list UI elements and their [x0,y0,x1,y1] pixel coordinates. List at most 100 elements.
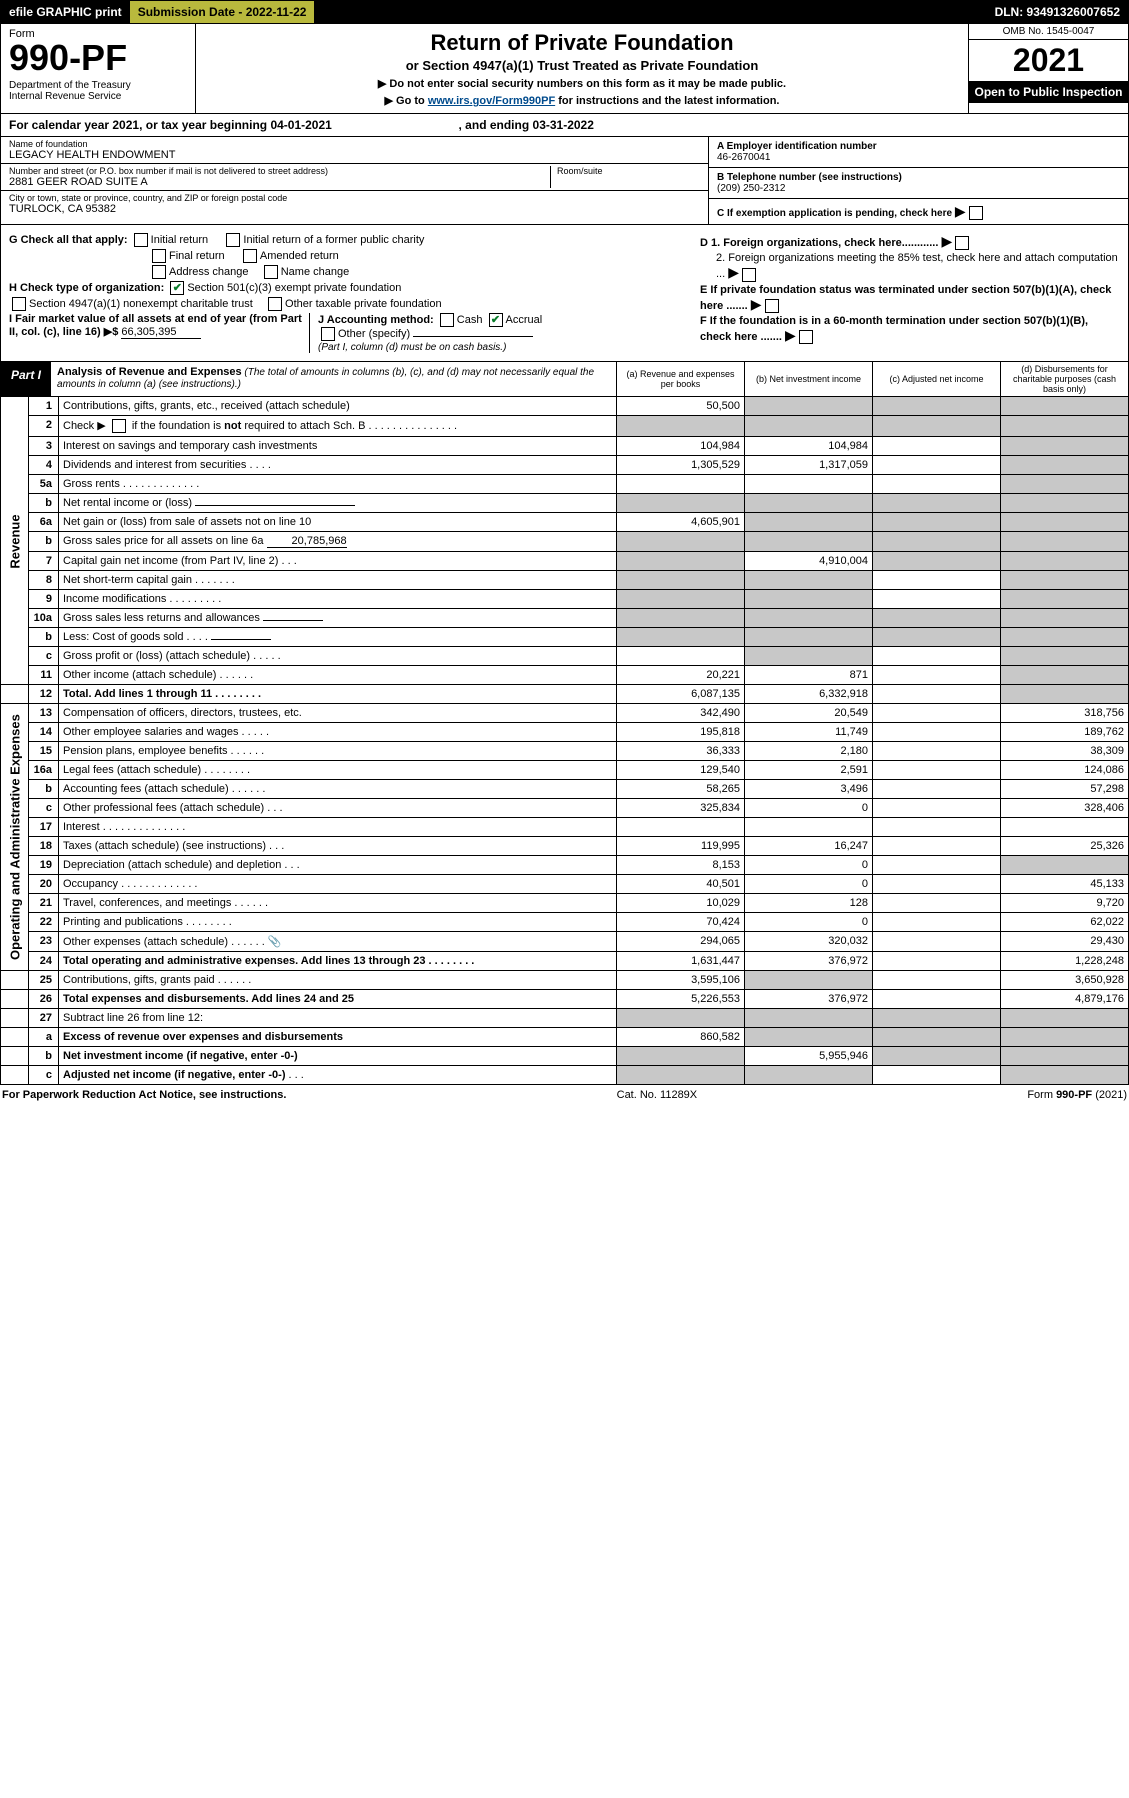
h2-checkbox[interactable] [12,297,26,311]
d2-checkbox[interactable] [742,268,756,282]
g5-label: Address change [169,266,249,278]
schb-checkbox[interactable] [112,419,126,433]
row-num: 5a [29,475,59,494]
d1-checkbox[interactable] [955,236,969,250]
h2-label: Section 4947(a)(1) nonexempt charitable … [29,298,253,310]
row-b: 0 [745,856,873,875]
table-row: 19 Depreciation (attach schedule) and de… [1,856,1129,875]
h1-checkbox[interactable] [170,281,184,295]
row-c [873,397,1001,416]
footer-mid: Cat. No. 11289X [617,1089,698,1101]
table-row: b Less: Cost of goods sold . . . . [1,628,1129,647]
row-num: 1 [29,397,59,416]
instructions-link[interactable]: www.irs.gov/Form990PF [428,95,555,107]
table-row: 26 Total expenses and disbursements. Add… [1,990,1129,1009]
c-checkbox[interactable] [969,206,983,220]
form-title: Return of Private Foundation [202,30,962,56]
table-row: 3 Interest on savings and temporary cash… [1,437,1129,456]
row-a: 1,631,447 [617,952,745,971]
row-desc: Dividends and interest from securities .… [59,456,617,475]
table-row: 21 Travel, conferences, and meetings . .… [1,894,1129,913]
row-d: 57,298 [1001,780,1129,799]
row-desc: Compensation of officers, directors, tru… [59,704,617,723]
e-checkbox[interactable] [765,299,779,313]
addr-label: Number and street (or P.O. box number if… [9,166,550,176]
footer-left: For Paperwork Reduction Act Notice, see … [2,1089,286,1101]
table-row: 12 Total. Add lines 1 through 11 . . . .… [1,685,1129,704]
submission-date: Submission Date - 2022-11-22 [130,1,315,23]
g2-checkbox[interactable] [226,233,240,247]
g4-checkbox[interactable] [243,249,257,263]
row-desc: Adjusted net income (if negative, enter … [59,1066,617,1085]
row-desc: Interest on savings and temporary cash i… [59,437,617,456]
expenses-sidebar: Operating and Administrative Expenses [1,704,29,971]
h3-checkbox[interactable] [268,297,282,311]
table-row: b Gross sales price for all assets on li… [1,532,1129,552]
g6-label: Name change [281,266,350,278]
row-d: 9,720 [1001,894,1129,913]
j3-checkbox[interactable] [321,327,335,341]
row-desc: Net gain or (loss) from sale of assets n… [59,513,617,532]
j1-checkbox[interactable] [440,313,454,327]
row-num: 13 [29,704,59,723]
row-num: 23 [29,932,59,952]
row-b: 11,749 [745,723,873,742]
row-a: 325,834 [617,799,745,818]
row-num: 27 [29,1009,59,1028]
g1-label: Initial return [151,234,208,246]
f-checkbox[interactable] [799,330,813,344]
identity-block: Name of foundation LEGACY HEALTH ENDOWME… [0,137,1129,225]
row-num: b [29,532,59,552]
row-desc: Total expenses and disbursements. Add li… [59,990,617,1009]
row-desc: Pension plans, employee benefits . . . .… [59,742,617,761]
g5-checkbox[interactable] [152,265,166,279]
table-row: a Excess of revenue over expenses and di… [1,1028,1129,1047]
g3-checkbox[interactable] [152,249,166,263]
part1-header: Part I Analysis of Revenue and Expenses … [0,362,1129,397]
j2-checkbox[interactable] [489,313,503,327]
city-value: TURLOCK, CA 95382 [9,203,700,215]
row-desc: Gross profit or (loss) (attach schedule)… [59,647,617,666]
row-desc: Contributions, gifts, grants, etc., rece… [59,397,617,416]
row-desc: Occupancy . . . . . . . . . . . . . [59,875,617,894]
g1-checkbox[interactable] [134,233,148,247]
g4-label: Amended return [260,250,339,262]
table-row: c Gross profit or (loss) (attach schedul… [1,647,1129,666]
row-num: 3 [29,437,59,456]
row-b: 0 [745,799,873,818]
row-d: 328,406 [1001,799,1129,818]
h3-label: Other taxable private foundation [285,298,442,310]
check-section: G Check all that apply: Initial return I… [0,225,1129,362]
row-num: 22 [29,913,59,932]
h-label: H Check type of organization: [9,282,164,294]
row-desc: Other income (attach schedule) . . . . .… [59,666,617,685]
row-num: 21 [29,894,59,913]
table-row: 25 Contributions, gifts, grants paid . .… [1,971,1129,990]
row-a: 4,605,901 [617,513,745,532]
row-d: 25,326 [1001,837,1129,856]
row-num: 20 [29,875,59,894]
table-row: 4 Dividends and interest from securities… [1,456,1129,475]
table-row: 20 Occupancy . . . . . . . . . . . . . 4… [1,875,1129,894]
row-num: c [29,799,59,818]
row-a: 50,500 [617,397,745,416]
row-b: 0 [745,875,873,894]
table-row: 5a Gross rents . . . . . . . . . . . . . [1,475,1129,494]
row-desc: Total operating and administrative expen… [59,952,617,971]
row-d: 29,430 [1001,932,1129,952]
row-b: 3,496 [745,780,873,799]
table-row: b Accounting fees (attach schedule) . . … [1,780,1129,799]
row-num: 4 [29,456,59,475]
row-a: 294,065 [617,932,745,952]
h1-label: Section 501(c)(3) exempt private foundat… [187,282,401,294]
attachment-icon[interactable]: 📎 [268,936,282,948]
part1-title-bold: Analysis of Revenue and Expenses [57,366,242,378]
row-num: 14 [29,723,59,742]
col-a-header: (a) Revenue and expenses per books [616,362,744,396]
g6-checkbox[interactable] [264,265,278,279]
table-row: 14 Other employee salaries and wages . .… [1,723,1129,742]
row-b: 0 [745,913,873,932]
spacer [314,1,986,23]
yearline-b: , and ending 03-31-2022 [459,118,594,132]
row-b: 376,972 [745,952,873,971]
